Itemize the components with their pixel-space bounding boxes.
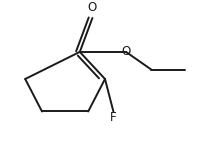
Text: O: O: [121, 45, 131, 58]
Text: F: F: [110, 111, 117, 125]
Text: O: O: [88, 1, 97, 14]
